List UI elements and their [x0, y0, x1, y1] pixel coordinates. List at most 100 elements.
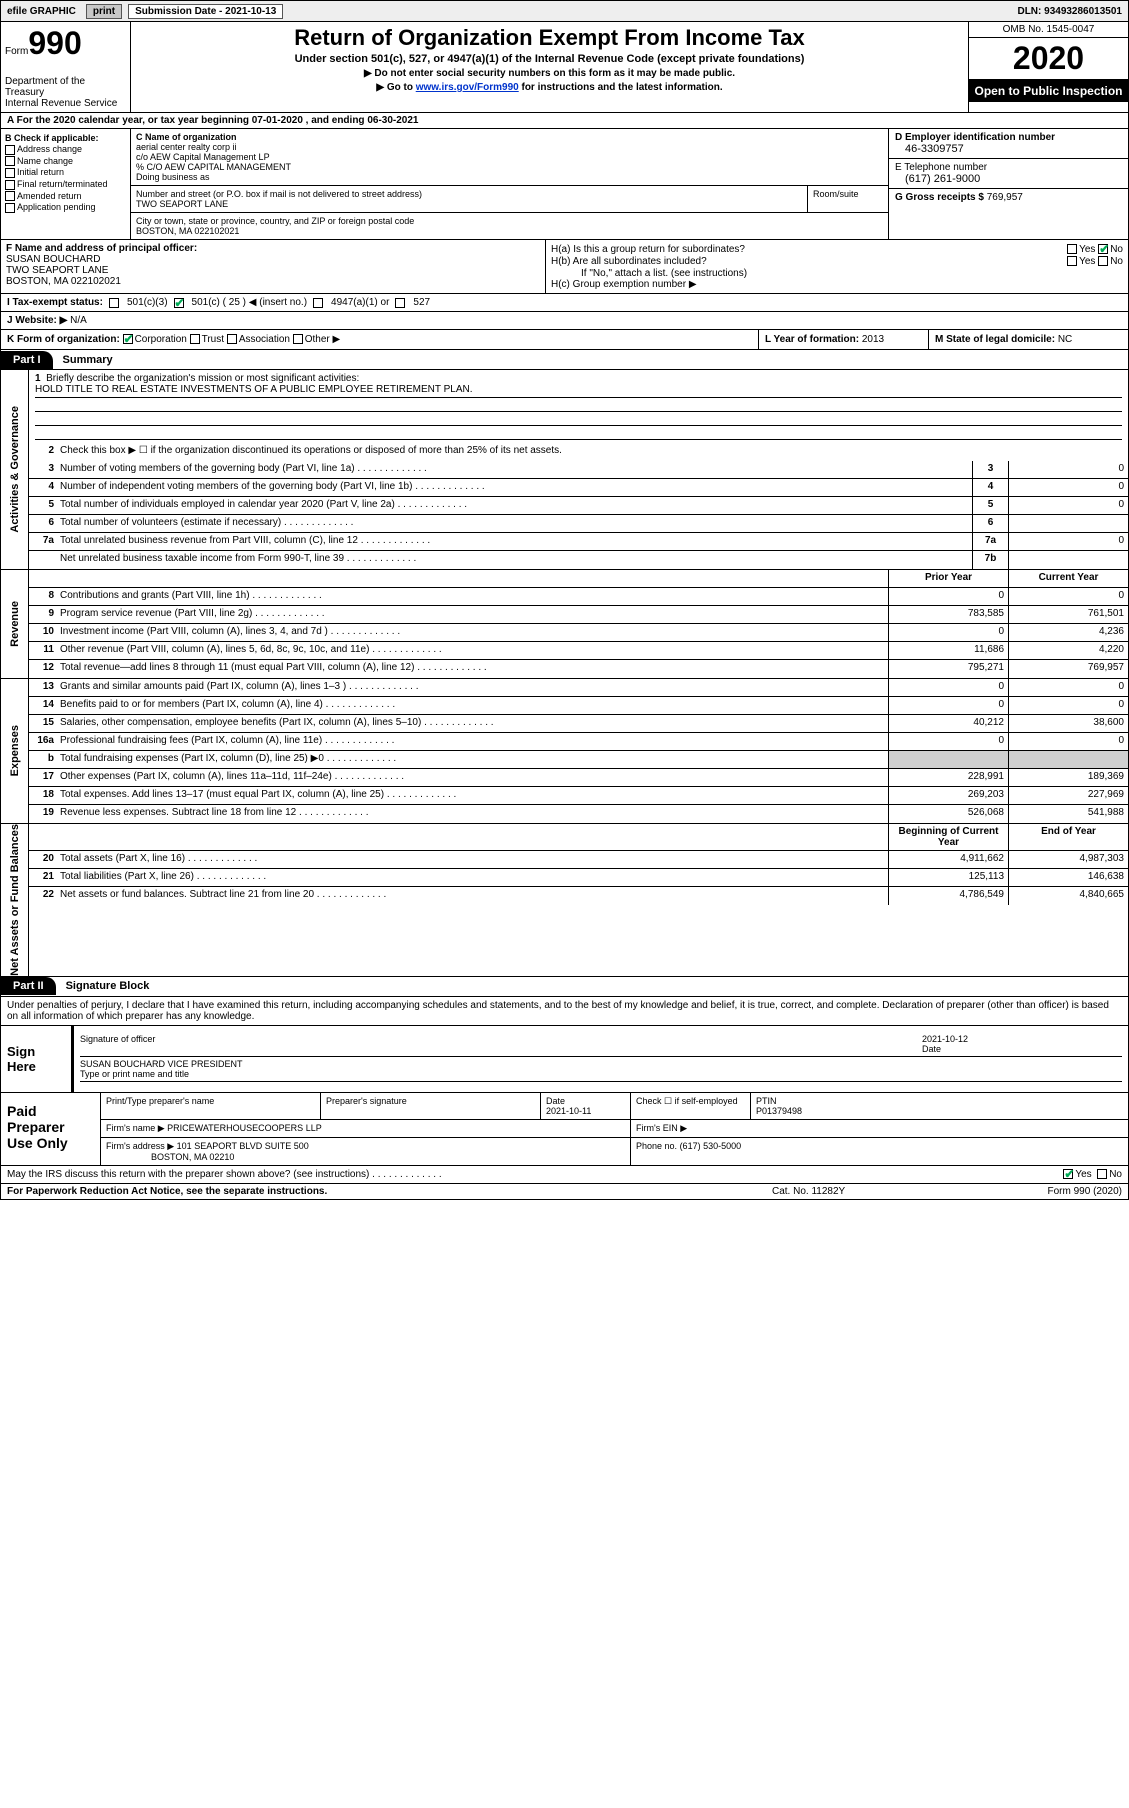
form-label: Form — [5, 46, 28, 57]
discuss-row: May the IRS discuss this return with the… — [0, 1166, 1129, 1184]
table-row: Professional fundraising fees (Part IX, … — [57, 733, 888, 750]
table-row: Contributions and grants (Part VIII, lin… — [57, 588, 888, 605]
opt-initial: Initial return — [17, 167, 64, 177]
form990-link[interactable]: www.irs.gov/Form990 — [416, 82, 519, 93]
g-label: G Gross receipts $ — [895, 192, 984, 203]
paid-preparer-block: Paid Preparer Use Only Print/Type prepar… — [0, 1093, 1129, 1166]
table-row: Net unrelated business taxable income fr… — [57, 551, 972, 569]
f-addr2: BOSTON, MA 022102021 — [6, 276, 121, 287]
dln-value: DLN: 93493286013501 — [1017, 6, 1128, 17]
section-j: J Website: ▶ N/A — [0, 311, 1129, 329]
net-assets-block: Net Assets or Fund Balances Beginning of… — [0, 824, 1129, 977]
m-label: M State of legal domicile: — [935, 334, 1055, 345]
table-row: Number of voting members of the governin… — [57, 461, 972, 478]
dba-label: Doing business as — [136, 172, 210, 182]
part2-title: Signature Block — [56, 980, 150, 992]
part2-tab: Part II — [1, 977, 56, 995]
j-label: J Website: ▶ — [7, 315, 67, 326]
col-c: C Name of organization aerial center rea… — [131, 129, 888, 239]
omb-number: OMB No. 1545-0047 — [969, 22, 1128, 38]
prep-sig-lbl: Preparer's signature — [321, 1093, 541, 1119]
org-name-2: c/o AEW Capital Management LP — [136, 152, 270, 162]
d-val: 46-3309757 — [895, 143, 1122, 155]
table-row: Total assets (Part X, line 16) — [57, 851, 888, 868]
k-label: K Form of organization: — [7, 334, 120, 345]
hc: H(c) Group exemption number ▶ — [551, 279, 1123, 290]
hdr-prior: Prior Year — [888, 570, 1008, 587]
efile-label: efile GRAPHIC — [1, 6, 82, 17]
footer-left: For Paperwork Reduction Act Notice, see … — [7, 1186, 772, 1197]
org-name-3: % C/O AEW CAPITAL MANAGEMENT — [136, 162, 291, 172]
instr-2-prefix: Go to — [387, 82, 416, 93]
perjury-text: Under penalties of perjury, I declare th… — [0, 997, 1129, 1026]
section-fh: F Name and address of principal officer:… — [0, 239, 1129, 293]
governance-block: Activities & Governance 1 Briefly descri… — [0, 370, 1129, 570]
col-h: H(a) Is this a group return for subordin… — [546, 240, 1128, 293]
tax-year: 2020 — [969, 38, 1128, 80]
section-klm: K Form of organization: Corporation Trus… — [0, 329, 1129, 350]
table-row: Total fundraising expenses (Part IX, col… — [57, 751, 888, 768]
q1-val: HOLD TITLE TO REAL ESTATE INVESTMENTS OF… — [35, 384, 1122, 398]
form-number: 990 — [28, 25, 81, 61]
hdr-beg: Beginning of Current Year — [888, 824, 1008, 850]
col-b: B Check if applicable: Address change Na… — [1, 129, 131, 239]
table-row: Total liabilities (Part X, line 26) — [57, 869, 888, 886]
form-title-block: Return of Organization Exempt From Incom… — [131, 22, 968, 112]
part1-header: Part I Summary — [0, 350, 1129, 370]
table-row: Total expenses. Add lines 13–17 (must eq… — [57, 787, 888, 804]
open-public: Open to Public Inspection — [969, 80, 1128, 102]
opt-final: Final return/terminated — [17, 179, 108, 189]
submission-date: Submission Date - 2021-10-13 — [128, 4, 283, 19]
l-val: 2013 — [862, 334, 884, 345]
table-row: Salaries, other compensation, employee b… — [57, 715, 888, 732]
table-row: Number of independent voting members of … — [57, 479, 972, 496]
section-i: I Tax-exempt status: 501(c)(3) 501(c) ( … — [0, 293, 1129, 311]
hdr-end: End of Year — [1008, 824, 1128, 850]
part1-tab: Part I — [1, 351, 53, 369]
e-val: (617) 261-9000 — [895, 173, 1122, 185]
form-number-block: Form990 Department of the TreasuryIntern… — [1, 22, 131, 112]
city-label: City or town, state or province, country… — [136, 216, 414, 226]
table-row: Program service revenue (Part VIII, line… — [57, 606, 888, 623]
city-val: BOSTON, MA 022102021 — [136, 226, 239, 236]
sig-officer-lbl: Signature of officer — [80, 1034, 922, 1054]
opt-address: Address change — [17, 144, 82, 154]
org-name-1: aerial center realty corp ii — [136, 142, 237, 152]
table-row: Grants and similar amounts paid (Part IX… — [57, 679, 888, 696]
room-label: Room/suite — [808, 186, 888, 212]
opt-name: Name change — [17, 156, 73, 166]
footer-right: Form 990 (2020) — [972, 1186, 1122, 1197]
table-row: Revenue less expenses. Subtract line 18 … — [57, 805, 888, 823]
table-row: Benefits paid to or for members (Part IX… — [57, 697, 888, 714]
table-row: Other revenue (Part VIII, column (A), li… — [57, 642, 888, 659]
line-a: A For the 2020 calendar year, or tax yea… — [0, 113, 1129, 129]
col-f: F Name and address of principal officer:… — [1, 240, 546, 293]
instr-1: Do not enter social security numbers on … — [374, 68, 735, 79]
side-expenses: Expenses — [1, 679, 29, 823]
table-row: Total number of volunteers (estimate if … — [57, 515, 972, 532]
table-row: Total revenue—add lines 8 through 11 (mu… — [57, 660, 888, 678]
part2-header: Part II Signature Block — [0, 977, 1129, 997]
section-bcd: B Check if applicable: Address change Na… — [0, 129, 1129, 239]
print-button[interactable]: print — [86, 4, 122, 19]
side-governance: Activities & Governance — [1, 370, 29, 569]
hb-note: If "No," attach a list. (see instruction… — [551, 268, 1123, 279]
department: Department of the TreasuryInternal Reven… — [5, 76, 126, 109]
paid-preparer-label: Paid Preparer Use Only — [1, 1093, 101, 1165]
q2: Check this box ▶ ☐ if the organization d… — [57, 443, 1128, 461]
check-self: Check ☐ if self-employed — [631, 1093, 751, 1119]
j-val: N/A — [70, 315, 87, 326]
street-label: Number and street (or P.O. box if mail i… — [136, 189, 422, 199]
form-header: Form990 Department of the TreasuryIntern… — [0, 22, 1129, 113]
table-row: Investment income (Part VIII, column (A)… — [57, 624, 888, 641]
prep-name-lbl: Print/Type preparer's name — [101, 1093, 321, 1119]
header-right: OMB No. 1545-0047 2020 Open to Public In… — [968, 22, 1128, 112]
sign-here-label: Sign Here — [1, 1026, 71, 1092]
hdr-curr: Current Year — [1008, 570, 1128, 587]
f-addr1: TWO SEAPORT LANE — [6, 265, 108, 276]
l-label: L Year of formation: — [765, 334, 859, 345]
opt-pending: Application pending — [17, 202, 96, 212]
table-row: Net assets or fund balances. Subtract li… — [57, 887, 888, 905]
footer-mid: Cat. No. 11282Y — [772, 1186, 972, 1197]
name-label: C Name of organization — [136, 132, 237, 142]
